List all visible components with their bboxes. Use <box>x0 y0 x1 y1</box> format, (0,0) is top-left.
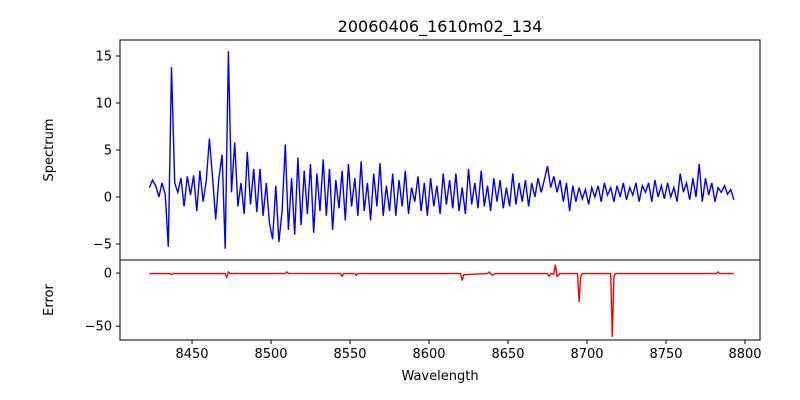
xtick-label: 8600 <box>412 347 445 362</box>
spectrum-axes: −5 0 5 10 15 <box>93 39 761 261</box>
xtick-label: 8700 <box>570 347 603 362</box>
xtick-label: 8750 <box>649 347 682 362</box>
error-ylabel: Error <box>42 284 57 316</box>
axes-frame <box>119 259 761 341</box>
ytick-label: 5 <box>104 144 112 159</box>
xlabel: Wavelength <box>401 369 478 384</box>
error-axes: −50 0 8450 8500 8550 8600 8650 8700 8750 8800 <box>85 259 762 362</box>
ytick-label: −50 <box>85 320 112 335</box>
spectrum-ylabel: Spectrum <box>42 119 57 182</box>
xtick-label: 8450 <box>175 347 208 362</box>
xtick-label: 8650 <box>491 347 524 362</box>
ytick-label: 10 <box>95 96 112 111</box>
xtick-label: 8800 <box>728 347 761 362</box>
ytick-label: 15 <box>95 49 112 64</box>
ytick-label: −5 <box>93 238 112 253</box>
xtick-label: 8500 <box>254 347 287 362</box>
spectrum-line <box>148 51 735 249</box>
ytick-label: 0 <box>104 191 112 206</box>
xtick-label: 8550 <box>333 347 366 362</box>
chart-title: 20060406_1610m02_134 <box>338 17 543 37</box>
ytick-label: 0 <box>104 267 112 282</box>
error-line <box>149 264 734 337</box>
axes-frame <box>119 39 761 261</box>
